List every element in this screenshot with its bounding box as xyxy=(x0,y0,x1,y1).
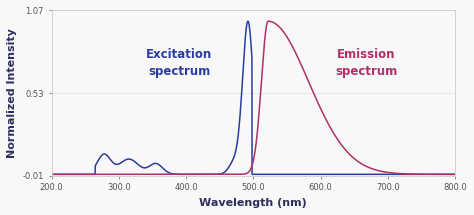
Y-axis label: Normalized Intensity: Normalized Intensity xyxy=(7,28,17,158)
Text: Excitation
spectrum: Excitation spectrum xyxy=(146,48,212,78)
X-axis label: Wavelength (nm): Wavelength (nm) xyxy=(200,198,307,208)
Text: Emission
spectrum: Emission spectrum xyxy=(335,48,398,78)
